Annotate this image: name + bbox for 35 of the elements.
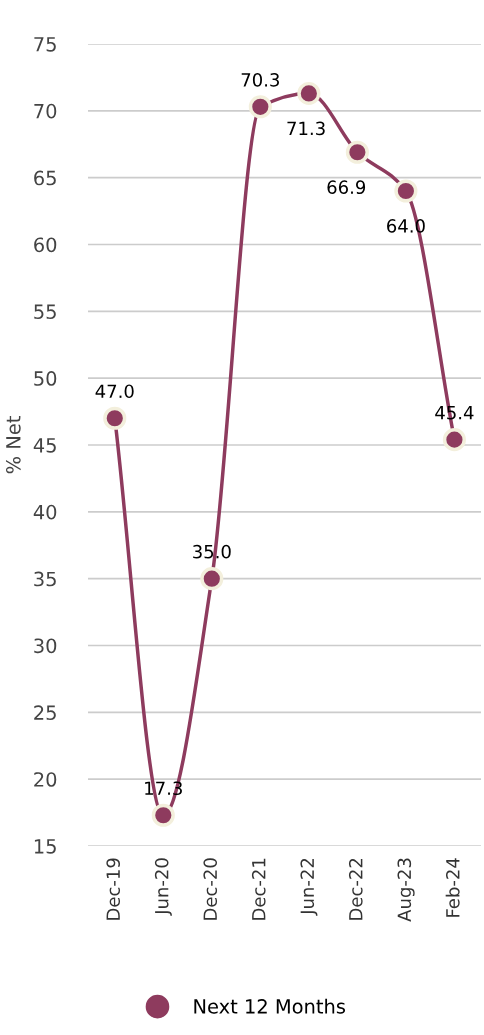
y-tick-label: 65 [34, 170, 56, 186]
y-tick-label: 55 [34, 304, 56, 319]
y-tick-label: 50 [34, 371, 57, 386]
data-label: 47.0 [95, 384, 134, 399]
point [200, 567, 224, 591]
y-tick-label: 15 [34, 839, 56, 854]
y-tick-label: 20 [34, 772, 57, 787]
point [248, 95, 272, 119]
x-tick-label: Dec-20 [203, 858, 218, 920]
x-tick-label: Dec-19 [106, 858, 121, 920]
data-label: 70.3 [241, 72, 279, 87]
point [103, 406, 127, 430]
point [394, 179, 418, 203]
data-label: 71.3 [287, 121, 325, 136]
x-tick-label: Feb-24 [445, 858, 460, 917]
point [297, 81, 321, 106]
x-tick-label: Jun-22 [300, 858, 318, 916]
point [151, 803, 175, 827]
y-tick-label: 75 [34, 37, 56, 52]
y-tick-label: 40 [33, 504, 57, 520]
x-tick-label: Aug-23 [397, 858, 415, 922]
y-tick-label: 70 [34, 103, 57, 119]
y-tick-label: 25 [34, 705, 56, 720]
point [345, 140, 369, 164]
y-tick-label: 45 [33, 438, 56, 453]
x-tick-label: Dec-21 [251, 858, 266, 920]
x-tick-label: Dec-22 [348, 858, 363, 920]
point [442, 428, 466, 452]
y-tick-label: 35 [34, 571, 56, 587]
y-tick-label: 30 [34, 638, 57, 654]
x-tick-label: Jun-20 [154, 858, 172, 916]
legend-label: Next 12 Months [194, 998, 346, 1014]
y-axis-title: % Net [5, 416, 21, 474]
data-label: 66.9 [327, 180, 366, 195]
y-tick-label: 60 [34, 237, 57, 253]
